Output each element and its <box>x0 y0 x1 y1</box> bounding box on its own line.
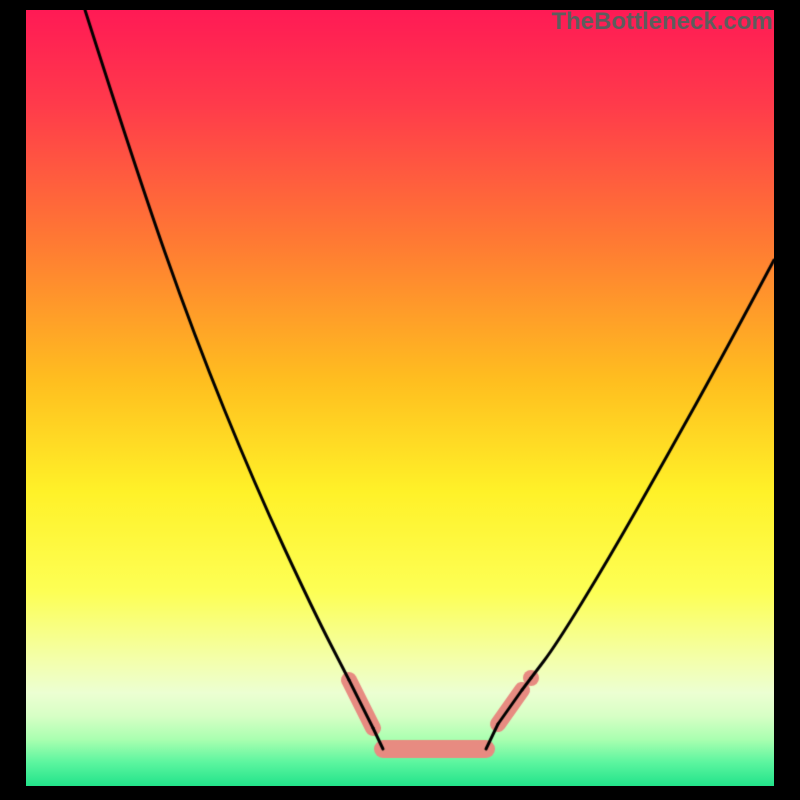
curve-canvas <box>0 0 800 800</box>
stage: TheBottleneck.com <box>0 0 800 800</box>
watermark-text: TheBottleneck.com <box>552 8 773 36</box>
